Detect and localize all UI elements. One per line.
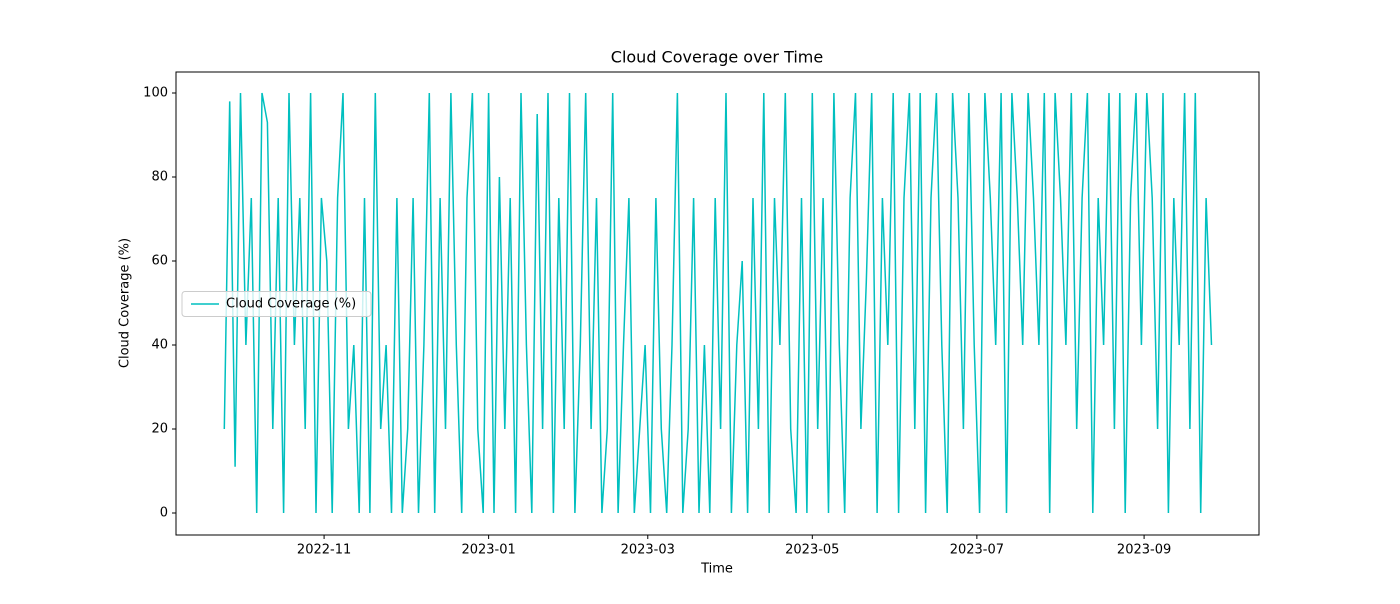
y-tick-label: 80 [151, 169, 168, 184]
plot-frame [175, 71, 1260, 536]
x-tick-label: 2023-03 [621, 543, 675, 558]
legend-box [181, 291, 372, 317]
x-tick-label: 2023-09 [1117, 543, 1171, 558]
chart-title: Cloud Coverage over Time [611, 48, 823, 67]
x-tick-label: 2023-07 [950, 543, 1004, 558]
x-tick-label: 2023-05 [785, 543, 839, 558]
x-tick-label: 2023-01 [461, 543, 515, 558]
y-tick-label: 60 [151, 253, 168, 268]
x-tick-label: 2022-11 [297, 543, 351, 558]
y-tick-label: 20 [151, 421, 168, 436]
data-line [223, 92, 1213, 514]
legend-label: Cloud Coverage (%) [226, 297, 356, 312]
y-tick-label: 40 [151, 337, 168, 352]
y-tick-label: 100 [143, 85, 168, 100]
x-axis-label: Time [700, 562, 733, 577]
y-tick-label: 0 [160, 505, 168, 520]
y-axis-label: Cloud Coverage (%) [118, 238, 133, 368]
